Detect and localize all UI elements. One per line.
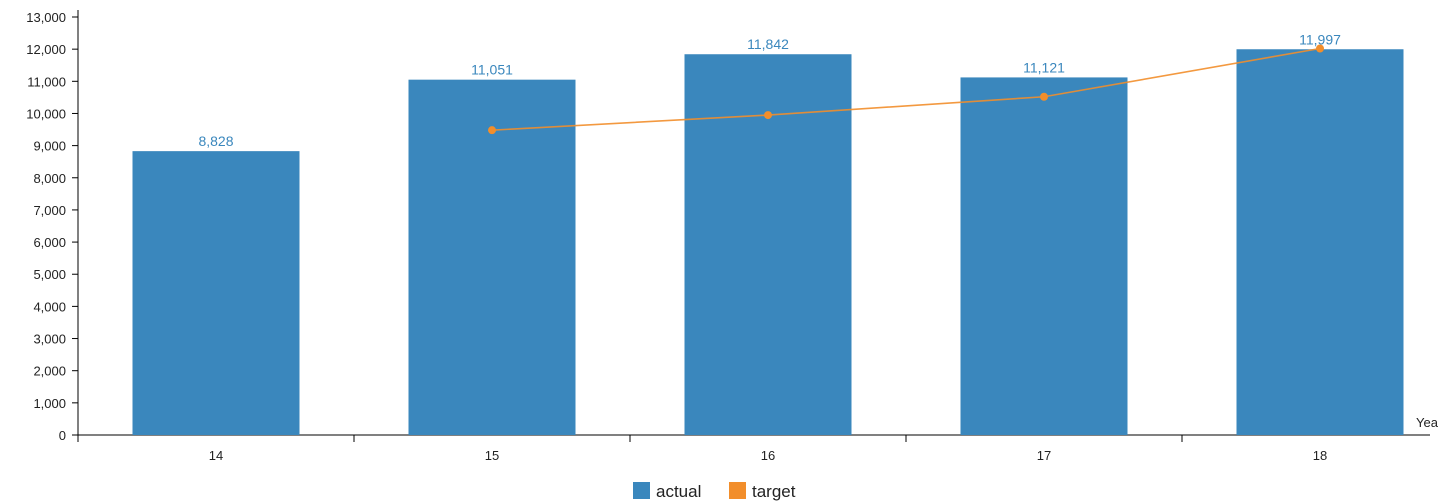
- y-tick-label: 9,000: [33, 139, 66, 154]
- y-tick-label: 7,000: [33, 203, 66, 218]
- legend: actual target: [633, 482, 796, 501]
- bar-data-labels: 8,828 11,051 11,842 11,121 11,997: [198, 31, 1341, 149]
- x-tick-label: 17: [1037, 448, 1051, 463]
- y-tick-label: 5,000: [33, 267, 66, 282]
- x-axis-title: Yea: [1416, 415, 1439, 430]
- y-tick-label: 12,000: [26, 42, 66, 57]
- bar-data-label: 11,051: [471, 62, 513, 78]
- line-series-target: [488, 44, 1324, 135]
- y-tick-label: 1,000: [33, 396, 66, 411]
- x-axis: 14 15 16 17 18: [77, 434, 1430, 463]
- bar: [1236, 49, 1404, 436]
- x-tick-label: 18: [1313, 448, 1327, 463]
- bar-data-label: 11,121: [1023, 59, 1065, 75]
- target-point: [764, 111, 772, 120]
- y-tick-label: 13,000: [26, 10, 66, 25]
- y-tick-label: 6,000: [33, 235, 66, 250]
- bar-data-label: 11,997: [1299, 31, 1341, 47]
- bar-series-actual: [132, 49, 1404, 436]
- legend-label-target: target: [752, 482, 796, 501]
- x-tick-label: 16: [761, 448, 775, 463]
- legend-swatch-actual: [633, 482, 650, 499]
- y-tick-label: 0: [59, 428, 66, 443]
- bar: [408, 79, 576, 435]
- bar: [132, 151, 300, 435]
- y-tick-label: 10,000: [26, 106, 66, 121]
- legend-label-actual: actual: [656, 482, 701, 501]
- y-tick-label: 8,000: [33, 171, 66, 186]
- bar-data-label: 11,842: [747, 36, 789, 52]
- target-line-path: [491, 47, 1321, 131]
- target-point: [488, 126, 496, 135]
- y-axis: 0 1,000 2,000 3,000 4,000 5,000 6,000 7,000 8,00…: [26, 10, 79, 443]
- target-point: [1040, 92, 1048, 101]
- y-tick-label: 4,000: [33, 299, 66, 314]
- bar: [960, 77, 1128, 435]
- x-tick-label: 14: [209, 448, 223, 463]
- legend-swatch-target: [729, 482, 746, 499]
- x-tick-label: 15: [485, 448, 499, 463]
- y-tick-label: 2,000: [33, 364, 66, 379]
- y-tick-label: 3,000: [33, 332, 66, 347]
- target-point: [1316, 44, 1324, 53]
- y-tick-label: 11,000: [27, 74, 66, 89]
- bar-data-label: 8,828: [198, 133, 233, 149]
